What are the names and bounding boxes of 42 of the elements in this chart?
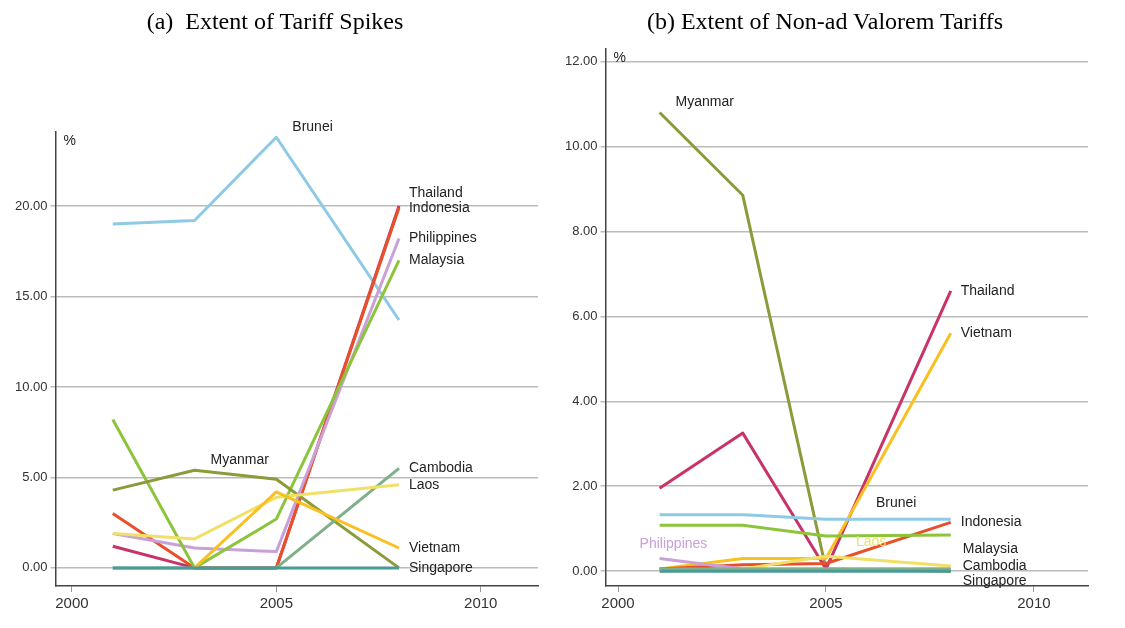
y-tick-label: 8.00 — [572, 222, 598, 238]
series-label: Brunei — [292, 118, 333, 135]
y-tick-label: 20.00 — [14, 197, 48, 213]
x-tick-label: 2010 — [1017, 594, 1051, 612]
chart-title: (b) Extent of Non-ad Valorem Tariffs — [646, 7, 1004, 34]
x-tick-label: 2000 — [55, 594, 89, 612]
chart-title: (a) Extent of Tariff Spikes — [146, 7, 404, 34]
series-label: Cambodia — [962, 556, 1027, 573]
series-label: Vietnam — [408, 538, 461, 555]
series-label: Brunei — [875, 494, 917, 511]
y-tick-label: 4.00 — [572, 392, 598, 408]
x-tick-label: 2000 — [601, 594, 635, 612]
x-tick-label: 2005 — [809, 594, 843, 612]
y-tick-label: 12.00 — [564, 53, 598, 69]
y-tick-label: 10.00 — [564, 138, 598, 154]
y-tick-label: 0.00 — [572, 562, 598, 578]
series-label: Myanmar — [210, 451, 270, 468]
series-label: Malaysia — [962, 539, 1019, 556]
series-label: Philippines — [639, 535, 708, 552]
series-label: Vietnam — [960, 324, 1012, 341]
x-tick-label: 2010 — [464, 594, 498, 612]
y-tick-label: 10.00 — [14, 378, 48, 394]
series-label: Laos — [855, 533, 887, 550]
series-label: Indonesia — [960, 513, 1022, 530]
y-tick-label: 0.00 — [22, 559, 48, 575]
x-tick-label: 2005 — [259, 594, 294, 612]
y-tick-label: 5.00 — [22, 469, 48, 484]
y-tick-label: 15.00 — [14, 288, 48, 304]
series-label: Singapore — [408, 558, 474, 575]
series-label: Thailand — [960, 281, 1015, 298]
series-label: Myanmar — [675, 93, 735, 110]
series-label: Cambodia — [408, 459, 474, 476]
series-label: Philippines — [408, 229, 477, 246]
y-axis-title: % — [63, 131, 76, 148]
series-label: Thailand — [408, 183, 463, 200]
y-axis-title: % — [613, 48, 626, 65]
series-label: Malaysia — [408, 251, 465, 268]
series-label: Singapore — [962, 572, 1027, 588]
y-tick-label: 2.00 — [572, 477, 598, 493]
y-tick-label: 6.00 — [572, 307, 598, 323]
series-label: Laos — [408, 475, 440, 492]
series-label: Indonesia — [408, 198, 470, 215]
